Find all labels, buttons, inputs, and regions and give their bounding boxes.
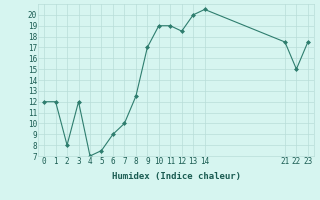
X-axis label: Humidex (Indice chaleur): Humidex (Indice chaleur) bbox=[111, 172, 241, 181]
